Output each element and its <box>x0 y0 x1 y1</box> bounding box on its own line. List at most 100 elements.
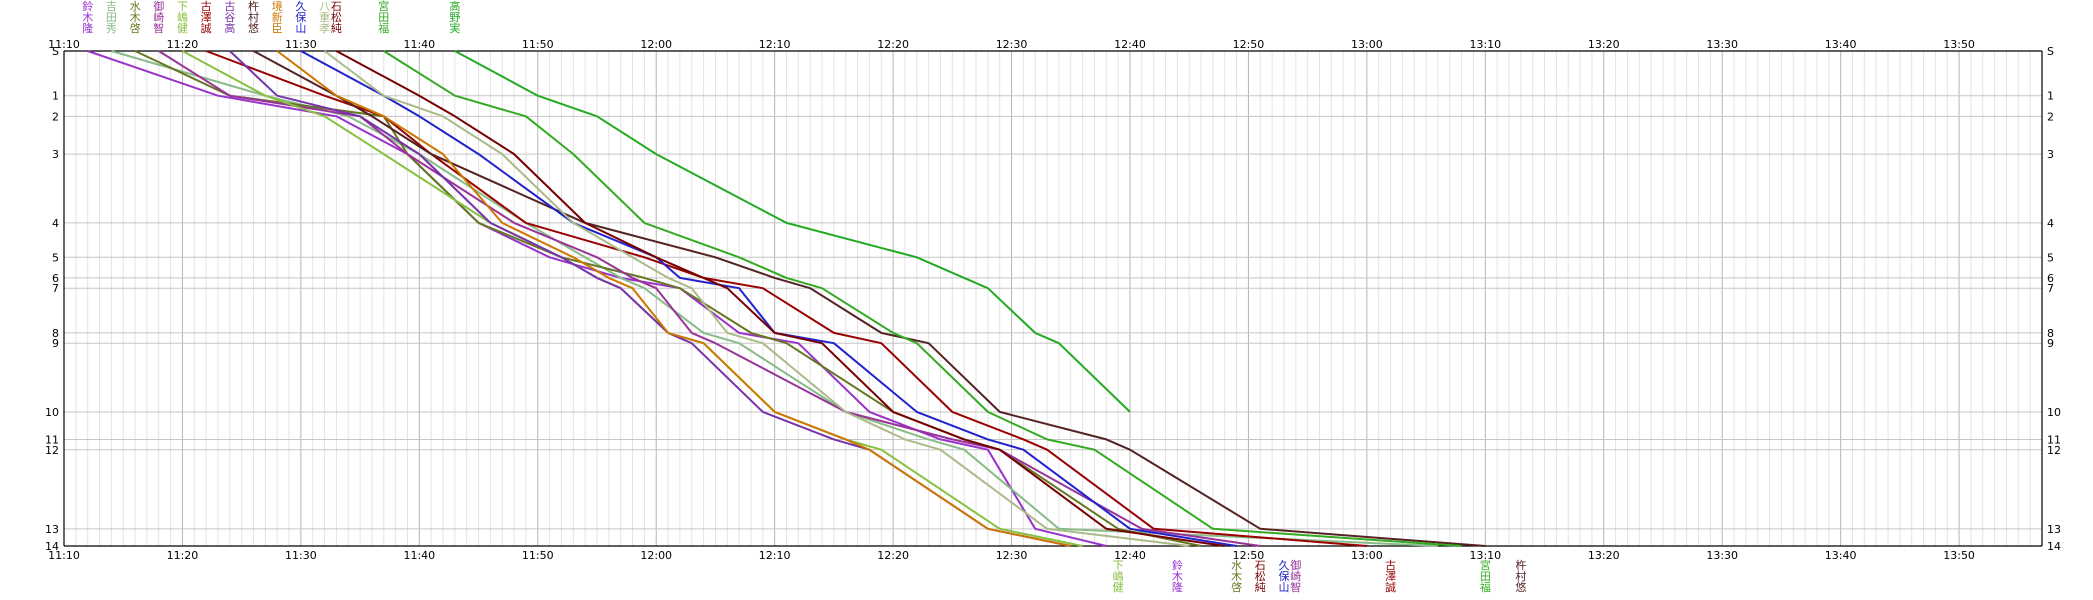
series-line <box>323 50 1190 547</box>
y-tick-label-left: 4 <box>52 217 59 230</box>
series-line <box>383 50 1462 547</box>
y-tick-label-right: 13 <box>2047 523 2061 536</box>
x-tick-label-bottom: 11:40 <box>403 549 435 562</box>
series-line <box>158 50 1261 547</box>
start-name-label: 古澤誠 <box>201 0 212 35</box>
series-line <box>253 50 1486 547</box>
start-name-label: 古谷高 <box>224 0 235 35</box>
y-tick-label-right: S <box>2047 45 2054 58</box>
y-tick-label-left: 5 <box>52 251 59 264</box>
x-tick-label-top: 13:40 <box>1825 38 1857 51</box>
y-tick-label-right: 14 <box>2047 540 2061 553</box>
y-tick-label-right: 6 <box>2047 272 2054 285</box>
end-name-label: 杵村悠 <box>1515 558 1526 594</box>
x-tick-label-top: 12:20 <box>877 38 909 51</box>
start-name-label: 高野実 <box>449 0 460 35</box>
series-line <box>300 50 1237 547</box>
y-tick-label-left: 1 <box>52 90 59 103</box>
end-name-label: 久保山 <box>1278 559 1289 594</box>
y-tick-label-right: 4 <box>2047 217 2054 230</box>
x-tick-label-bottom: 12:50 <box>1233 549 1265 562</box>
x-tick-label-bottom: 11:20 <box>167 549 199 562</box>
x-tick-label-top: 11:10 <box>48 38 80 51</box>
y-tick-label-left: 12 <box>45 444 59 457</box>
x-tick-label-bottom: 13:40 <box>1825 549 1857 562</box>
end-name-label: 古澤誠 <box>1385 559 1396 594</box>
x-tick-label-top: 12:00 <box>640 38 672 51</box>
y-tick-label-left: 3 <box>52 148 59 161</box>
end-name-label: 下嶋健 <box>1113 559 1124 594</box>
y-tick-label-right: 5 <box>2047 251 2054 264</box>
x-tick-label-top: 11:40 <box>403 38 435 51</box>
plot-frame <box>63 50 2043 547</box>
x-tick-label-top: 13:00 <box>1351 38 1383 51</box>
series-line <box>205 50 1367 547</box>
x-tick-label-bottom: 13:10 <box>1469 549 1501 562</box>
start-name-label: 境新臣 <box>272 0 283 35</box>
series-line <box>454 50 1131 413</box>
x-axis-top: 11:10 11:20 11:30 11:40 11:50 12:00 12:10 12:20… <box>48 38 1975 51</box>
x-tick-label-top: 11:50 <box>522 38 554 51</box>
y-tick-label-right: 2 <box>2047 110 2054 123</box>
y-tick-label-left: 6 <box>52 272 59 285</box>
y-tick-label-left: 11 <box>45 433 59 446</box>
y-tick-label-right: 7 <box>2047 282 2054 295</box>
x-tick-label-top: 13:10 <box>1469 38 1501 51</box>
y-tick-label-right: 3 <box>2047 148 2054 161</box>
end-name-label: 鈴木隆 <box>1172 558 1183 594</box>
start-name-label: 杵村悠 <box>248 0 259 35</box>
y-tick-label-left: 2 <box>52 110 59 123</box>
series-line <box>229 50 1072 547</box>
y-tick-label-right: 8 <box>2047 327 2054 340</box>
x-tick-label-bottom: 12:10 <box>759 549 791 562</box>
x-tick-label-top: 12:10 <box>759 38 791 51</box>
x-tick-label-top: 11:20 <box>167 38 199 51</box>
start-name-label: 石松純 <box>331 0 342 35</box>
end-name-label: 石松純 <box>1255 559 1266 594</box>
x-tick-label-bottom: 12:40 <box>1114 549 1146 562</box>
start-name-label: 吉田秀 <box>106 0 117 35</box>
y-tick-label-left: 13 <box>45 523 59 536</box>
end-name-label: 宮田福 <box>1480 558 1491 594</box>
x-tick-label-bottom: 13:20 <box>1588 549 1620 562</box>
x-tick-label-bottom: 13:00 <box>1351 549 1383 562</box>
end-name-label: 御崎智 <box>1290 558 1301 594</box>
x-tick-label-bottom: 11:50 <box>522 549 554 562</box>
y-tick-label-left: 10 <box>45 406 59 419</box>
y-tick-label-right: 9 <box>2047 337 2054 350</box>
x-tick-label-bottom: 12:00 <box>640 549 672 562</box>
x-tick-label-bottom: 11:30 <box>285 549 317 562</box>
start-name-label: 水木啓 <box>130 0 141 35</box>
major-grid <box>63 51 1960 546</box>
y-tick-label-right: 11 <box>2047 433 2061 446</box>
x-tick-label-top: 11:30 <box>285 38 317 51</box>
y-tick-label-left: S <box>52 45 59 58</box>
x-tick-label-top: 13:30 <box>1706 38 1738 51</box>
y-tick-label-right: 12 <box>2047 444 2061 457</box>
x-tick-label-bottom: 11:10 <box>48 549 80 562</box>
end-name-label: 水木啓 <box>1231 559 1242 594</box>
x-tick-label-top: 13:20 <box>1588 38 1620 51</box>
series-line <box>111 50 1438 547</box>
x-axis-bottom: 11:10 11:20 11:30 11:40 11:50 12:00 12:10 12:20… <box>48 549 1975 562</box>
x-tick-label-top: 13:50 <box>1943 38 1975 51</box>
series-line <box>335 50 1225 547</box>
station-grid <box>64 95 2042 530</box>
y-tick-label-left: 14 <box>45 540 59 553</box>
y-tick-label-right: 1 <box>2047 90 2054 103</box>
y-tick-label-left: 8 <box>52 327 59 340</box>
series-line <box>276 50 1072 547</box>
y-tick-label-right: 10 <box>2047 406 2061 419</box>
start-name-label: 御崎智 <box>153 0 164 35</box>
x-tick-label-bottom: 12:20 <box>877 549 909 562</box>
series-lines <box>87 50 1486 547</box>
x-tick-label-bottom: 13:50 <box>1943 549 1975 562</box>
x-tick-label-bottom: 13:30 <box>1706 549 1738 562</box>
start-name-label: 宮田福 <box>378 0 389 35</box>
start-name-label: 下嶋健 <box>177 0 188 35</box>
start-name-label: 八重孝 <box>319 0 330 35</box>
